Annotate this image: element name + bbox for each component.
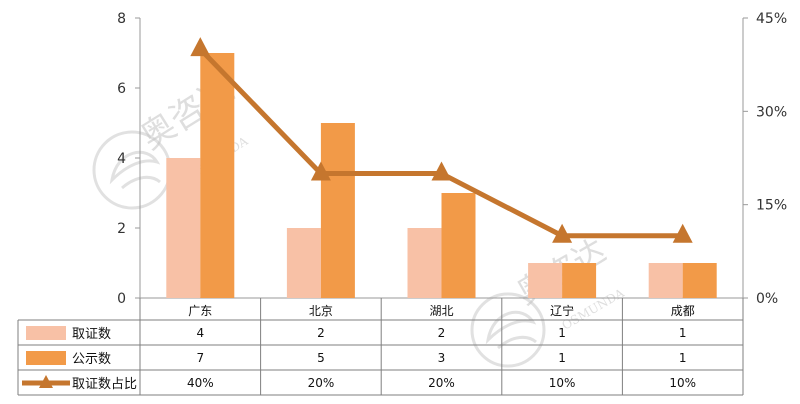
- bar: [200, 53, 235, 298]
- plot-area: 0 2 4 6 8 0% 15% 30% 45%: [117, 11, 787, 307]
- legend-swatch: [26, 351, 66, 365]
- table-cell: 40%: [187, 376, 214, 390]
- y-tick-label-left: 0: [117, 291, 126, 307]
- table-cell: 1: [679, 326, 687, 340]
- x-tick-label: 广东: [188, 304, 212, 318]
- y-tick-label-left: 2: [117, 221, 126, 237]
- y-tick-label-right: 15%: [756, 198, 787, 214]
- legend-label: 取证数: [72, 327, 111, 342]
- legend-label: 公示数: [72, 352, 111, 367]
- table-cell: 20%: [428, 376, 455, 390]
- y-tick-label-right: 45%: [756, 11, 787, 27]
- bar: [682, 263, 717, 298]
- table-cell: 1: [558, 326, 566, 340]
- bar: [166, 158, 201, 298]
- bar: [286, 228, 321, 298]
- table-cell: 1: [679, 351, 687, 365]
- table-cell: 3: [438, 351, 446, 365]
- line-point: [310, 161, 331, 181]
- y-tick-label-left: 6: [117, 81, 126, 97]
- y-tick-label-left: 4: [117, 151, 126, 167]
- y-tick-label-right: 30%: [756, 104, 787, 120]
- line-point: [190, 37, 211, 57]
- x-tick-label: 辽宁: [550, 303, 574, 318]
- x-tick-label: 成都: [671, 304, 695, 318]
- legend-label: 取证数占比: [72, 377, 137, 392]
- y-tick-label-left: 8: [117, 11, 126, 27]
- y-tick-label-right: 0%: [756, 291, 778, 307]
- bar: [407, 228, 442, 298]
- legend-swatch: [39, 375, 53, 388]
- x-tick-label: 湖北: [429, 303, 453, 318]
- table-cell: 7: [196, 351, 204, 365]
- line-point: [431, 161, 452, 181]
- bar: [562, 263, 597, 298]
- table-cell: 5: [317, 351, 325, 365]
- bar: [441, 193, 476, 298]
- table-cell: 4: [196, 326, 204, 340]
- table-cell: 10%: [669, 376, 696, 390]
- table-cell: 2: [438, 326, 446, 340]
- line-point: [672, 223, 693, 243]
- bar: [528, 263, 563, 298]
- table-cell: 10%: [549, 376, 576, 390]
- table-cell: 2: [317, 326, 325, 340]
- legend-swatch: [26, 326, 66, 340]
- x-tick-label: 北京: [309, 304, 333, 318]
- table-cell: 20%: [308, 376, 335, 390]
- line-point: [552, 223, 573, 243]
- bar: [648, 263, 683, 298]
- table-cell: 1: [558, 351, 566, 365]
- bar: [320, 123, 355, 298]
